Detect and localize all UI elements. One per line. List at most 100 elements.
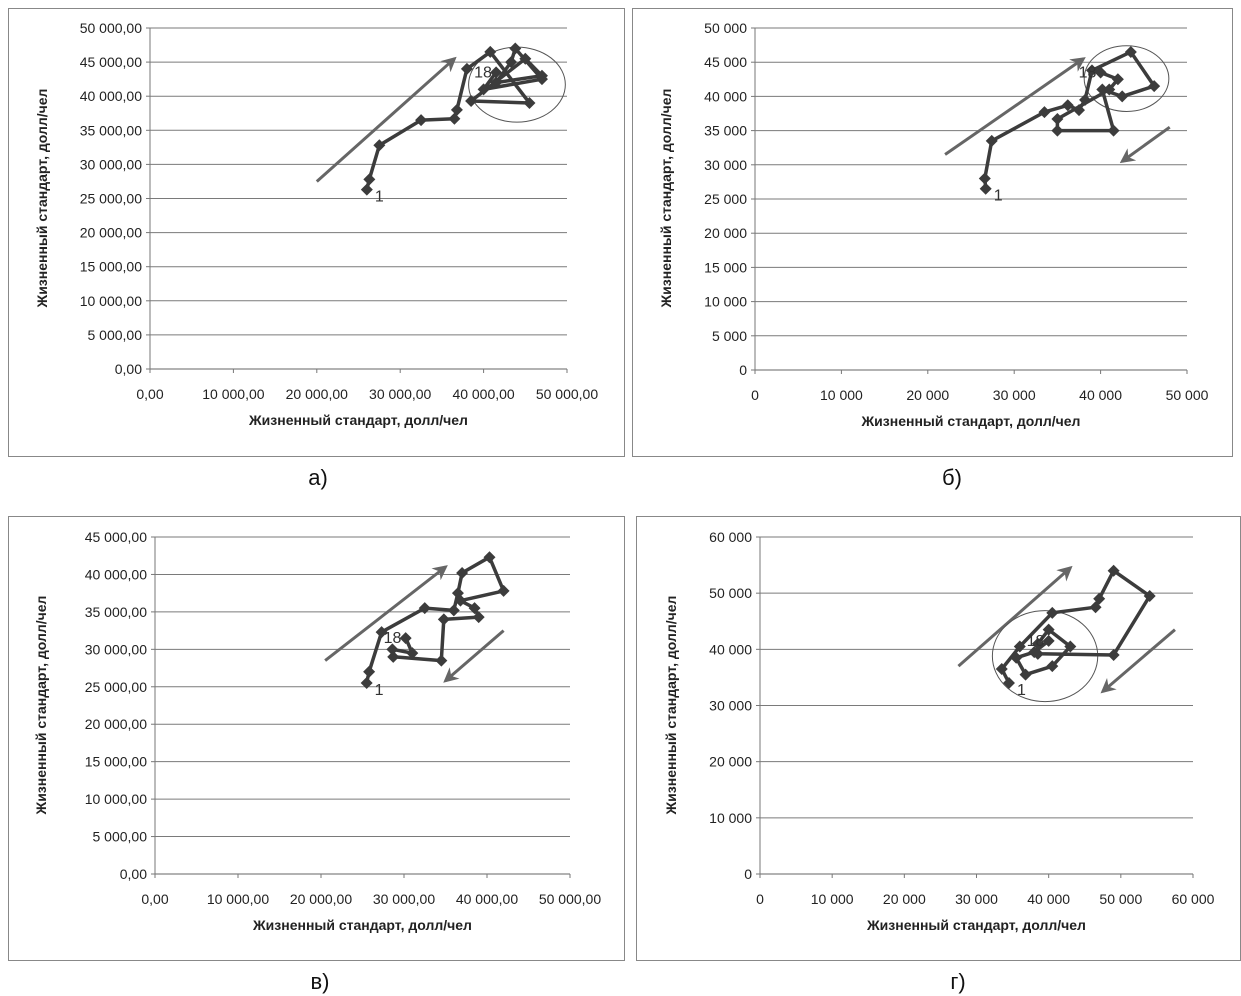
y-tick-label: 45 000,00 [85,529,147,545]
y-tick-label: 45 000 [704,54,747,70]
data-point [978,172,991,185]
trend-arrow [1119,125,1171,164]
x-tick-label: 0 [756,891,764,907]
data-point [1107,648,1120,661]
data-point [1038,106,1051,119]
x-tick-label: 40 000,00 [456,891,518,907]
trend-arrow [443,629,505,683]
x-tick-label: 10 000 [820,387,863,403]
data-point [450,103,463,116]
y-axis-title: Жизненный стандарт, долл/чел [658,89,674,309]
y-tick-label: 35 000,00 [80,122,142,138]
data-point [1046,606,1059,619]
data-point [447,604,460,617]
data-point [399,632,412,645]
y-axis-title: Жизненный стандарт, долл/чел [34,89,50,309]
start-point-label: 1 [375,682,384,699]
series-line [983,50,1156,189]
data-point [1107,564,1120,577]
data-point [1124,45,1137,58]
end-point-label: 18 [1027,633,1045,650]
y-tick-label: 25 000,00 [85,679,147,695]
panel-frame [632,8,1233,457]
y-tick-label: 40 000 [709,641,752,657]
panel-1: 0 5 000 10 000 15 000 20 000 25 000 30 000 35 0… [632,8,1233,457]
data-point [1116,90,1129,103]
y-tick-label: 15 000,00 [85,754,147,770]
x-tick-label: 40 000,00 [452,386,514,402]
x-tick-label: 50 000,00 [539,891,601,907]
x-axis-title: Жизненный стандарт, долл/чел [248,412,468,428]
x-tick-label: 10 000 [811,891,854,907]
caption-v: в) [310,969,330,994]
caption-a: а) [308,465,328,490]
y-tick-label: 5 000 [712,328,747,344]
data-point [1089,601,1102,614]
data-point [1111,73,1124,86]
y-tick-label: 20 000,00 [85,716,147,732]
data-point [1031,637,1044,650]
y-tick-label: 0 [739,362,747,378]
data-point [460,62,473,75]
x-tick-label: 20 000 [906,387,949,403]
data-point [535,73,548,86]
start-point-label: 1 [1017,682,1026,699]
y-tick-label: 40 000,00 [85,566,147,582]
y-tick-label: 60 000 [709,529,752,545]
x-tick-label: 0 [751,387,759,403]
panel-2: 0,00 5 000,00 10 000,00 15 000,00 20 000,00 2… [8,516,625,961]
x-tick-label: 50 000,00 [536,386,598,402]
data-point [483,551,496,564]
data-point [468,602,481,615]
start-point-label: 1 [375,189,384,206]
series-line [1000,568,1152,684]
y-tick-label: 15 000,00 [80,259,142,275]
y-axis-title: Жизненный стандарт, долл/чел [663,596,679,816]
x-tick-label: 10 000,00 [202,386,264,402]
x-tick-label: 30 000,00 [369,386,431,402]
data-point [519,52,532,65]
data-point [435,654,448,667]
caption-b: б) [942,465,962,490]
x-axis-title: Жизненный стандарт, долл/чел [861,413,1081,429]
x-tick-label: 20 000,00 [290,891,352,907]
data-point [1051,112,1064,125]
data-point [1093,592,1106,605]
data-point [1013,640,1026,653]
data-point [1094,66,1107,79]
series-line [365,46,544,191]
data-point [497,584,510,597]
data-point [375,626,388,639]
x-axis-title: Жизненный стандарт, долл/чел [252,917,472,933]
y-tick-label: 0,00 [115,361,142,377]
y-tick-label: 5 000,00 [93,829,148,845]
data-point [1085,64,1098,77]
y-tick-label: 0,00 [120,866,147,882]
trend-arrow [944,57,1086,156]
x-tick-label: 40 000 [1079,387,1122,403]
data-point [477,83,490,96]
x-tick-label: 40 000 [1027,891,1070,907]
data-point [490,76,503,89]
trend-arrow [324,565,448,662]
data-point [1079,93,1092,106]
y-tick-label: 30 000,00 [85,641,147,657]
y-tick-label: 0 [744,866,752,882]
data-point [1046,660,1059,673]
end-point-label: 18 [474,64,492,81]
y-tick-label: 30 000 [704,157,747,173]
data-point [509,42,522,55]
data-point [418,602,431,615]
data-point [1096,83,1109,96]
y-tick-label: 40 000,00 [80,88,142,104]
trend-arrow [315,56,457,183]
end-point-label: 18 [1079,64,1097,81]
end-point-label: 18 [384,630,402,647]
y-tick-label: 5 000,00 [88,327,143,343]
data-point [373,139,386,152]
y-tick-label: 25 000 [704,191,747,207]
x-tick-label: 10 000,00 [207,891,269,907]
data-point [985,134,998,147]
y-tick-label: 10 000 [704,294,747,310]
